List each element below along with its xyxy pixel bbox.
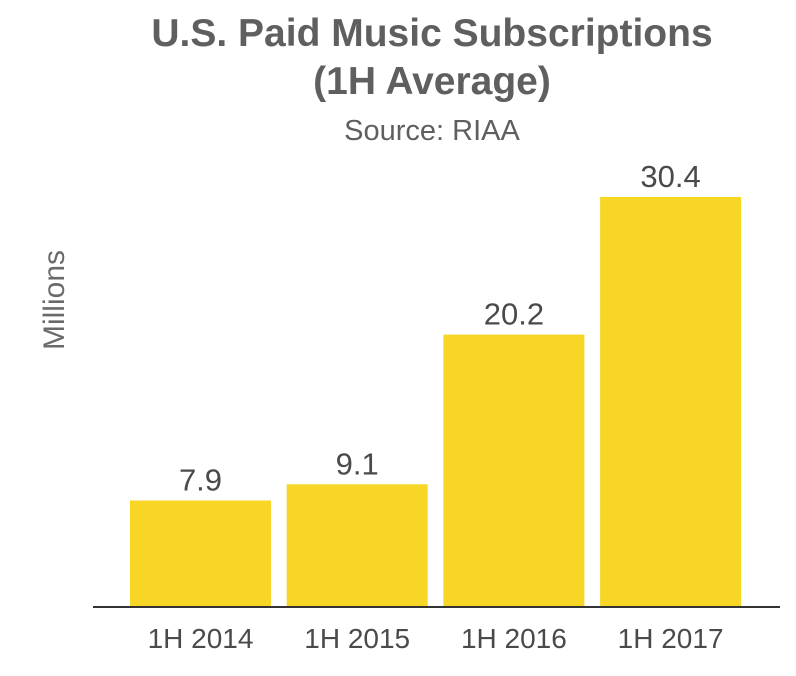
value-label: 30.4 <box>640 159 700 194</box>
chart-title: U.S. Paid Music Subscriptions <box>151 12 712 55</box>
bar-1h-2015 <box>286 484 428 607</box>
bars-group <box>130 197 742 607</box>
y-axis-label: Millions <box>38 250 71 350</box>
chart-subtitle: Source: RIAA <box>344 115 520 147</box>
value-labels-group: 7.9 9.1 20.2 30.4 <box>179 159 701 498</box>
x-tick-label: 1H 2014 <box>148 623 254 654</box>
x-tick-label: 1H 2017 <box>618 623 724 654</box>
x-tick-label: 1H 2015 <box>304 623 410 654</box>
bar-1h-2017 <box>600 197 742 607</box>
bar-1h-2014 <box>130 500 271 607</box>
chart-title-line2: (1H Average) <box>313 60 551 103</box>
x-tick-label: 1H 2016 <box>461 623 567 654</box>
x-tick-labels-group: 1H 2014 1H 2015 1H 2016 1H 2017 <box>148 623 724 654</box>
value-label: 9.1 <box>336 446 379 481</box>
value-label: 7.9 <box>179 463 222 498</box>
bar-1h-2016 <box>443 334 585 607</box>
value-label: 20.2 <box>484 297 544 332</box>
